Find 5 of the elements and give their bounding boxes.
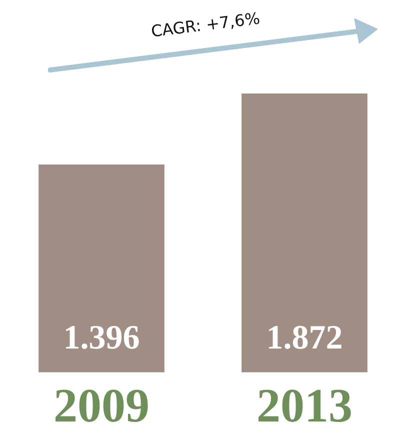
text: CAGR: +7,6% [150,8,261,41]
x-tick-label: 2009 [54,380,150,433]
data-label: 1.872 [266,319,343,356]
data-label: 1.396 [63,319,140,356]
x-tick-label: 2013 [256,380,352,433]
